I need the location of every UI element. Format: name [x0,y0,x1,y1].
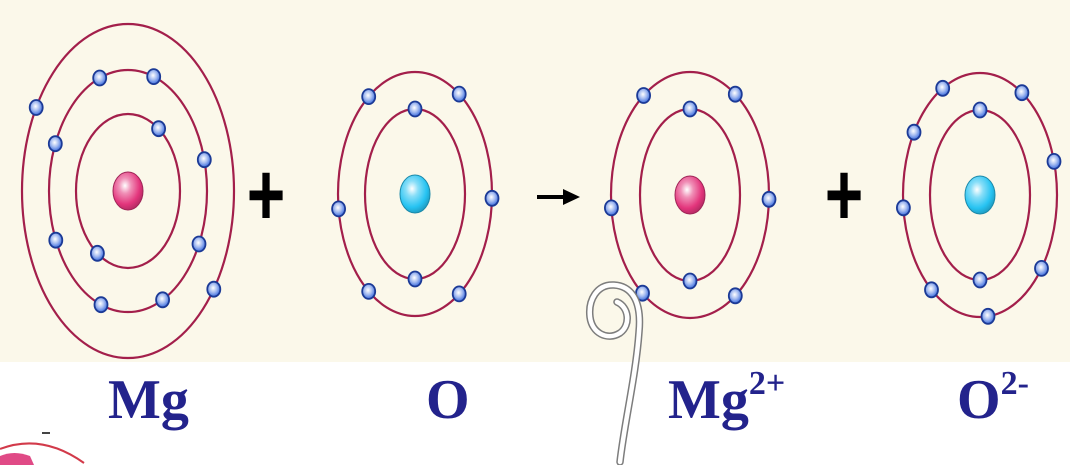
electron [896,199,911,217]
label-mg: Mg [108,369,189,431]
logo-arc [0,442,85,464]
electron [146,68,162,85]
electron-shell [74,112,182,270]
atom-mg-ion [604,70,777,320]
plus-sign-left: + [247,144,286,244]
electron [155,291,171,309]
electron [906,123,922,141]
electron [972,101,988,119]
electron [1046,152,1062,170]
electron [484,189,500,207]
plus-sign-right: + [825,144,864,244]
electron [451,85,467,103]
atom-mg [20,22,236,360]
electron [761,190,777,208]
electron-shell [47,68,209,314]
electron-shell [901,71,1059,319]
diagram-background [0,0,1070,362]
electron [682,272,698,290]
electron [28,99,44,116]
label-mg-ion-charge: 2+ [749,365,785,402]
reaction-arrow [537,189,580,205]
atom-o [331,70,500,318]
logo-fragment [0,432,85,465]
electron [1034,259,1049,277]
nucleus [674,175,706,215]
electron [604,199,619,217]
electron [361,282,377,300]
electron [191,235,207,253]
electron [196,151,212,169]
pen-annotation [586,281,644,465]
electron [935,79,951,97]
electron [636,87,651,104]
electron [451,285,467,303]
arrow-head [563,189,580,205]
electron [93,296,109,314]
label-mg-ion-symbol: Mg [668,369,749,431]
label-o-ion-charge: 2- [1001,365,1029,402]
electron [727,85,743,103]
electron [682,100,698,118]
electron [972,271,988,289]
label-o: O [426,369,470,431]
electron [151,120,167,138]
label-o-ion: O2- [957,365,1029,431]
electron [361,88,377,105]
atom-o-ion [896,71,1062,325]
logo-shape [0,453,34,465]
electron [48,231,64,249]
electron [206,280,222,298]
electron [90,244,105,262]
label-mg-ion: Mg2+ [668,365,785,431]
electron [407,270,423,288]
electron [47,135,63,153]
electron [92,69,108,87]
label-o-ion-symbol: O [957,369,1001,431]
nucleus [399,174,431,214]
nucleus [112,171,144,211]
electron [924,281,939,299]
electron [727,287,743,305]
electron [331,200,347,218]
electron [980,307,996,325]
nucleus [964,175,996,215]
electron-shell [20,22,236,360]
pen-stroke-inner [587,282,642,465]
electron [1014,84,1030,102]
electron [407,100,423,118]
